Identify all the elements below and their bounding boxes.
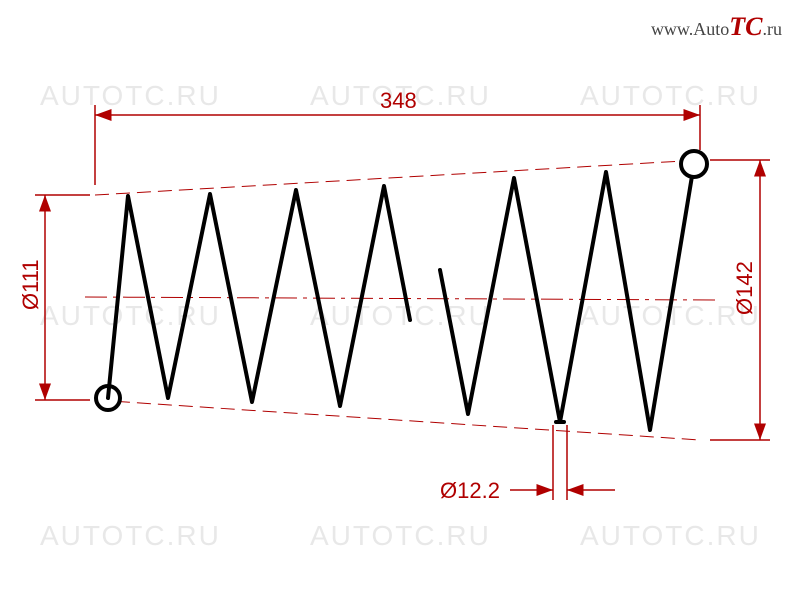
dim-length-value: 348 (380, 88, 417, 113)
dim-wire-diameter: Ø12.2 (440, 425, 615, 503)
technical-drawing: 348 Ø111 Ø142 Ø12.2 (0, 0, 800, 600)
dim-diameter-right: Ø142 (710, 160, 770, 440)
dim-diameter-left-value: Ø111 (18, 259, 43, 310)
envelope-bottom (95, 400, 700, 440)
dim-diameter-right-value: Ø142 (732, 261, 757, 315)
dim-wire-value: Ø12.2 (440, 478, 500, 503)
spring-coil (96, 151, 707, 430)
centerline (85, 297, 715, 300)
dim-diameter-left: Ø111 (18, 195, 90, 400)
dim-length: 348 (95, 88, 700, 185)
